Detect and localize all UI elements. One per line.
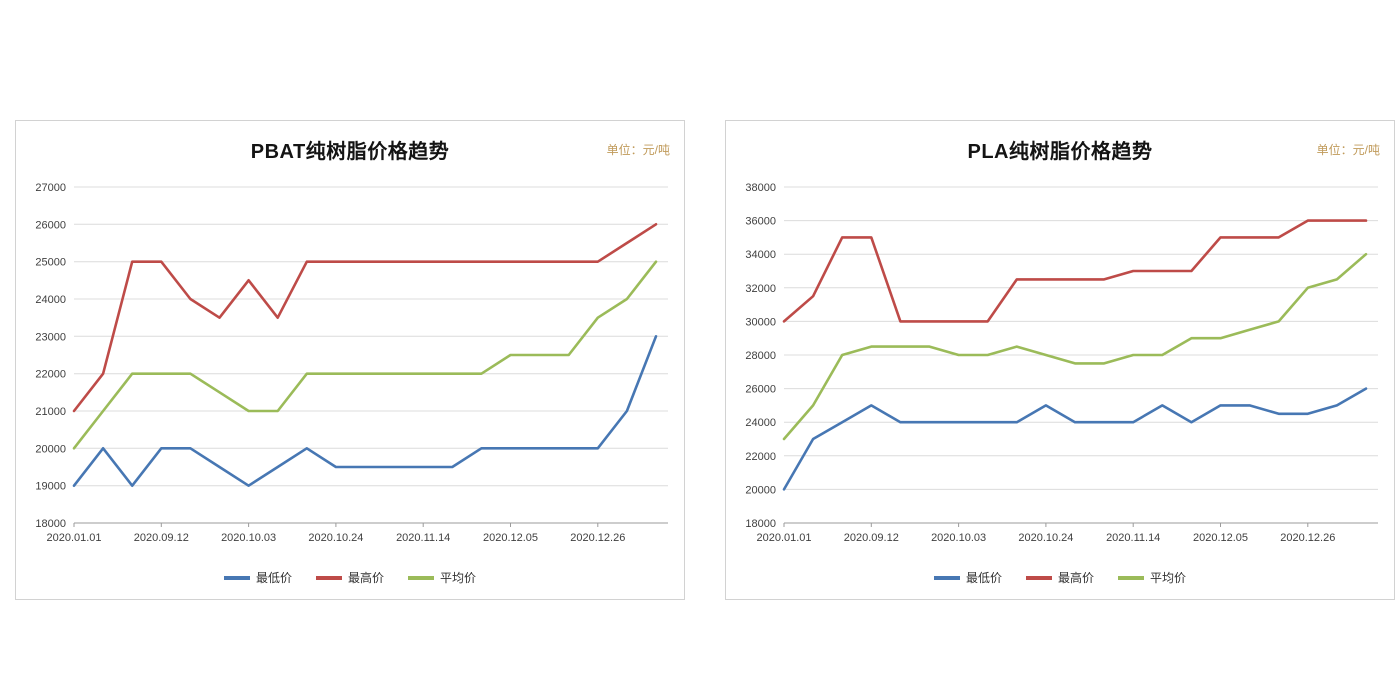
svg-text:34000: 34000	[745, 249, 776, 261]
svg-text:19000: 19000	[35, 481, 66, 493]
max-price-line-swatch	[315, 575, 342, 580]
pbat-chart-legend: 最低价 最高价 平均价	[16, 569, 684, 586]
max-price-legend-label: 最高价	[347, 571, 384, 585]
min-price-legend-label: 最低价	[255, 571, 292, 585]
svg-text:2020.10.03: 2020.10.03	[931, 532, 986, 544]
max-price-legend-label: 最高价	[1057, 571, 1094, 585]
svg-text:22000: 22000	[745, 451, 776, 463]
svg-text:30000: 30000	[745, 316, 776, 328]
svg-text:22000: 22000	[35, 369, 66, 381]
svg-text:2020.12.26: 2020.12.26	[1280, 532, 1335, 544]
svg-text:27000: 27000	[35, 182, 66, 194]
min-price-line-swatch	[223, 575, 250, 580]
pbat-chart-title: PBAT纯树脂价格趋势	[250, 141, 450, 163]
legend-item-avg-price: 平均价	[408, 569, 476, 586]
svg-text:2020.09.12: 2020.09.12	[844, 532, 899, 544]
avg-price-legend-label: 平均价	[440, 571, 477, 585]
svg-text:23000: 23000	[35, 331, 66, 343]
avg-price-line-swatch	[1118, 575, 1144, 580]
svg-text:21000: 21000	[35, 406, 66, 418]
svg-text:20000: 20000	[35, 443, 66, 455]
legend-item-max-price: 最高价	[315, 569, 384, 586]
svg-text:18000: 18000	[745, 518, 776, 530]
pbat-chart-panel: PBAT纯树脂价格趋势 单位：元/吨 18000 19000 20000 21000 2…	[15, 120, 685, 600]
svg-text:28000: 28000	[745, 350, 776, 362]
pla-chart-panel: PLA纯树脂价格趋势 单位：元/吨 18000 20000 22000 24000 26…	[725, 120, 1395, 600]
legend-item-avg-price: 平均价	[1118, 569, 1186, 586]
legend-item-min-price: 最低价	[223, 569, 292, 586]
pla-unit-label: 单位：元/吨	[1316, 143, 1380, 157]
svg-text:32000: 32000	[745, 283, 776, 295]
svg-text:26000: 26000	[745, 384, 776, 396]
svg-text:20000: 20000	[745, 484, 776, 496]
pla-price-line-chart: 18000 20000 22000 24000 26000 28000 30000 32000…	[745, 182, 1378, 544]
min-price-line-swatch	[933, 575, 960, 580]
svg-text:2020.09.12: 2020.09.12	[134, 532, 189, 544]
legend-item-max-price: 最高价	[1025, 569, 1094, 586]
svg-text:2020.11.14: 2020.11.14	[396, 532, 450, 544]
svg-text:2020.01.01: 2020.01.01	[756, 532, 811, 544]
avg-price-line-swatch	[408, 575, 434, 580]
svg-text:2020.12.05: 2020.12.05	[483, 532, 538, 544]
svg-text:26000: 26000	[35, 219, 66, 231]
svg-text:38000: 38000	[745, 182, 776, 194]
pbat-chart-header: PBAT纯树脂价格趋势 单位：元/吨	[16, 121, 684, 167]
charts-row: PBAT纯树脂价格趋势 单位：元/吨 18000 19000 20000 21000 2…	[15, 120, 1395, 600]
svg-text:2020.10.24: 2020.10.24	[1018, 532, 1073, 544]
svg-text:2020.10.03: 2020.10.03	[221, 532, 276, 544]
svg-text:2020.01.01: 2020.01.01	[46, 532, 101, 544]
svg-text:24000: 24000	[35, 294, 66, 306]
pbat-unit-label: 单位：元/吨	[606, 143, 670, 157]
svg-text:18000: 18000	[35, 518, 66, 530]
pla-chart-legend: 最低价 最高价 平均价	[726, 569, 1394, 586]
svg-text:2020.10.24: 2020.10.24	[308, 532, 363, 544]
pbat-price-line-chart: 18000 19000 20000 21000 22000 23000 24000 25000…	[35, 182, 668, 544]
pla-chart-title: PLA纯树脂价格趋势	[967, 141, 1153, 163]
pla-chart-header: PLA纯树脂价格趋势 单位：元/吨	[726, 121, 1394, 167]
legend-item-min-price: 最低价	[933, 569, 1002, 586]
svg-text:2020.12.05: 2020.12.05	[1193, 532, 1248, 544]
svg-text:2020.12.26: 2020.12.26	[570, 532, 625, 544]
svg-text:24000: 24000	[745, 417, 776, 429]
avg-price-legend-label: 平均价	[1150, 571, 1187, 585]
min-price-legend-label: 最低价	[965, 571, 1002, 585]
svg-text:2020.11.14: 2020.11.14	[1106, 532, 1160, 544]
svg-text:36000: 36000	[745, 216, 776, 228]
svg-text:25000: 25000	[35, 257, 66, 269]
max-price-line-swatch	[1025, 575, 1052, 580]
